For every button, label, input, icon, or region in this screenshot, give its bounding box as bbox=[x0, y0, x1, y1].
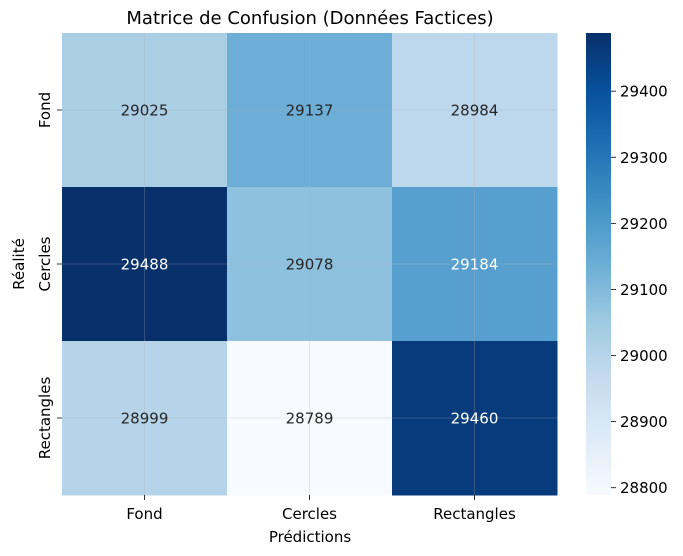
cell-value-label: 29025 bbox=[121, 102, 169, 120]
heatmap-cells bbox=[62, 33, 558, 496]
heatmap-cell bbox=[227, 33, 393, 188]
cell-value-label: 29488 bbox=[121, 256, 169, 274]
y-axis-label: Réalité bbox=[10, 238, 28, 290]
heatmap-cell bbox=[62, 33, 228, 188]
heatmap-cell bbox=[227, 187, 393, 342]
colorbar-gradient bbox=[586, 33, 611, 495]
heatmap-gridlines bbox=[62, 33, 557, 495]
colorbar-tick-label: 29200 bbox=[620, 215, 668, 233]
x-axis-ticks: Fond Cercles Rectangles bbox=[126, 495, 516, 523]
cell-value-label: 29460 bbox=[451, 410, 499, 428]
y-tick-label: Rectangles bbox=[36, 377, 54, 460]
cell-value-label: 29137 bbox=[286, 102, 334, 120]
x-tick-label: Fond bbox=[126, 505, 162, 523]
colorbar-tick-label: 28800 bbox=[620, 479, 668, 497]
heatmap-cell bbox=[392, 33, 558, 188]
heatmap-cell bbox=[227, 341, 393, 496]
colorbar: 28800 28900 29000 29100 29200 29300 29400 bbox=[586, 33, 668, 497]
colorbar-tick-label: 29000 bbox=[620, 347, 668, 365]
cell-value-label: 28999 bbox=[121, 410, 169, 428]
heatmap-cell-labels: 29025 29137 28984 29488 29078 29184 28999 28789… bbox=[121, 102, 499, 428]
colorbar-tick-label: 29300 bbox=[620, 149, 668, 167]
colorbar-tick-label: 28900 bbox=[620, 413, 668, 431]
y-tick-label: Fond bbox=[36, 92, 54, 128]
heatmap-cell bbox=[392, 341, 558, 496]
cell-value-label: 29184 bbox=[451, 256, 499, 274]
colorbar-tick-label: 29400 bbox=[620, 83, 668, 101]
heatmap-cell bbox=[62, 341, 228, 496]
heatmap-cell bbox=[392, 187, 558, 342]
chart-title: Matrice de Confusion (Données Factices) bbox=[126, 8, 493, 29]
y-axis-ticks: Fond Cercles Rectangles bbox=[36, 92, 62, 459]
cell-value-label: 29078 bbox=[286, 256, 334, 274]
colorbar-tick-label: 29100 bbox=[620, 281, 668, 299]
y-tick-label: Cercles bbox=[36, 236, 54, 291]
x-axis-label: Prédictions bbox=[269, 528, 352, 546]
heatmap-cell bbox=[62, 187, 228, 342]
cell-value-label: 28789 bbox=[286, 410, 334, 428]
x-tick-label: Cercles bbox=[282, 505, 337, 523]
colorbar-ticks: 28800 28900 29000 29100 29200 29300 29400 bbox=[611, 83, 668, 497]
x-tick-label: Rectangles bbox=[433, 505, 516, 523]
cell-value-label: 28984 bbox=[451, 102, 499, 120]
